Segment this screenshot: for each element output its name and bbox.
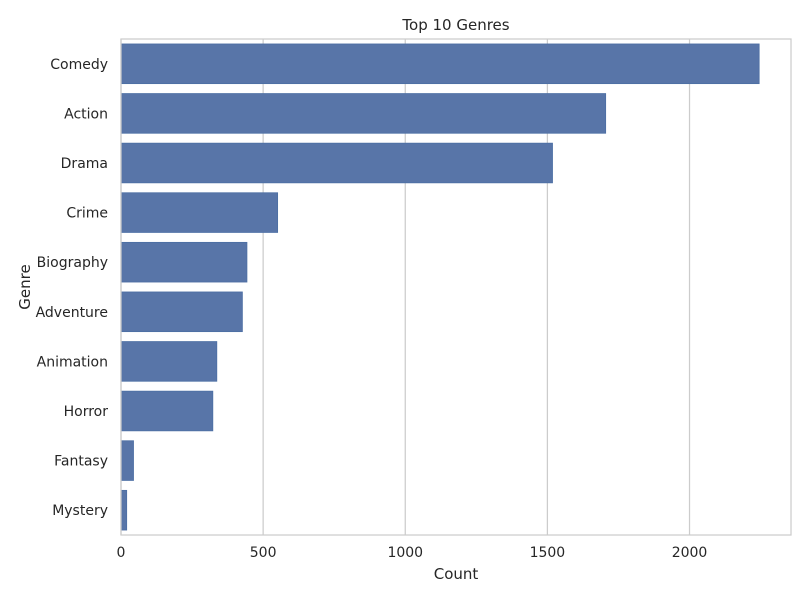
bar-mystery — [120, 489, 128, 531]
y-tick-label-biography: Biography — [37, 255, 108, 271]
y-tick-label-drama: Drama — [61, 156, 108, 172]
chart-title: Top 10 Genres — [401, 16, 509, 34]
y-tick-labels: Comedy Action Drama Crime Biography Adventure… — [36, 57, 109, 519]
bar-fantasy — [120, 440, 134, 481]
y-tick-label-mystery: Mystery — [52, 503, 108, 519]
x-tick-label: 0 — [117, 545, 126, 561]
x-tick-label: 2000 — [672, 545, 708, 561]
bar-biography — [120, 241, 248, 283]
x-tick-labels: 0 500 1000 1500 2000 — [117, 545, 708, 561]
bar-action — [120, 93, 607, 134]
y-tick-label-crime: Crime — [66, 206, 108, 222]
x-tick-label: 1000 — [387, 545, 423, 561]
y-tick-label-comedy: Comedy — [50, 57, 108, 73]
y-tick-label-adventure: Adventure — [36, 305, 108, 321]
bar-crime — [120, 192, 279, 233]
bar-drama — [120, 142, 553, 184]
y-axis-title: Genre — [16, 264, 34, 309]
x-axis-title: Count — [434, 565, 479, 583]
bar-comedy — [120, 43, 760, 85]
y-tick-label-animation: Animation — [37, 354, 108, 370]
bar-layer — [120, 43, 760, 531]
bar-adventure — [120, 291, 243, 333]
y-tick-label-horror: Horror — [64, 404, 109, 420]
x-tick-label: 1500 — [530, 545, 566, 561]
y-tick-label-action: Action — [64, 106, 108, 122]
bar-animation — [120, 341, 218, 382]
y-tick-label-fantasy: Fantasy — [54, 454, 108, 470]
plot-frame — [120, 38, 792, 536]
x-tick-label: 500 — [250, 545, 277, 561]
bar-horror — [120, 390, 214, 432]
